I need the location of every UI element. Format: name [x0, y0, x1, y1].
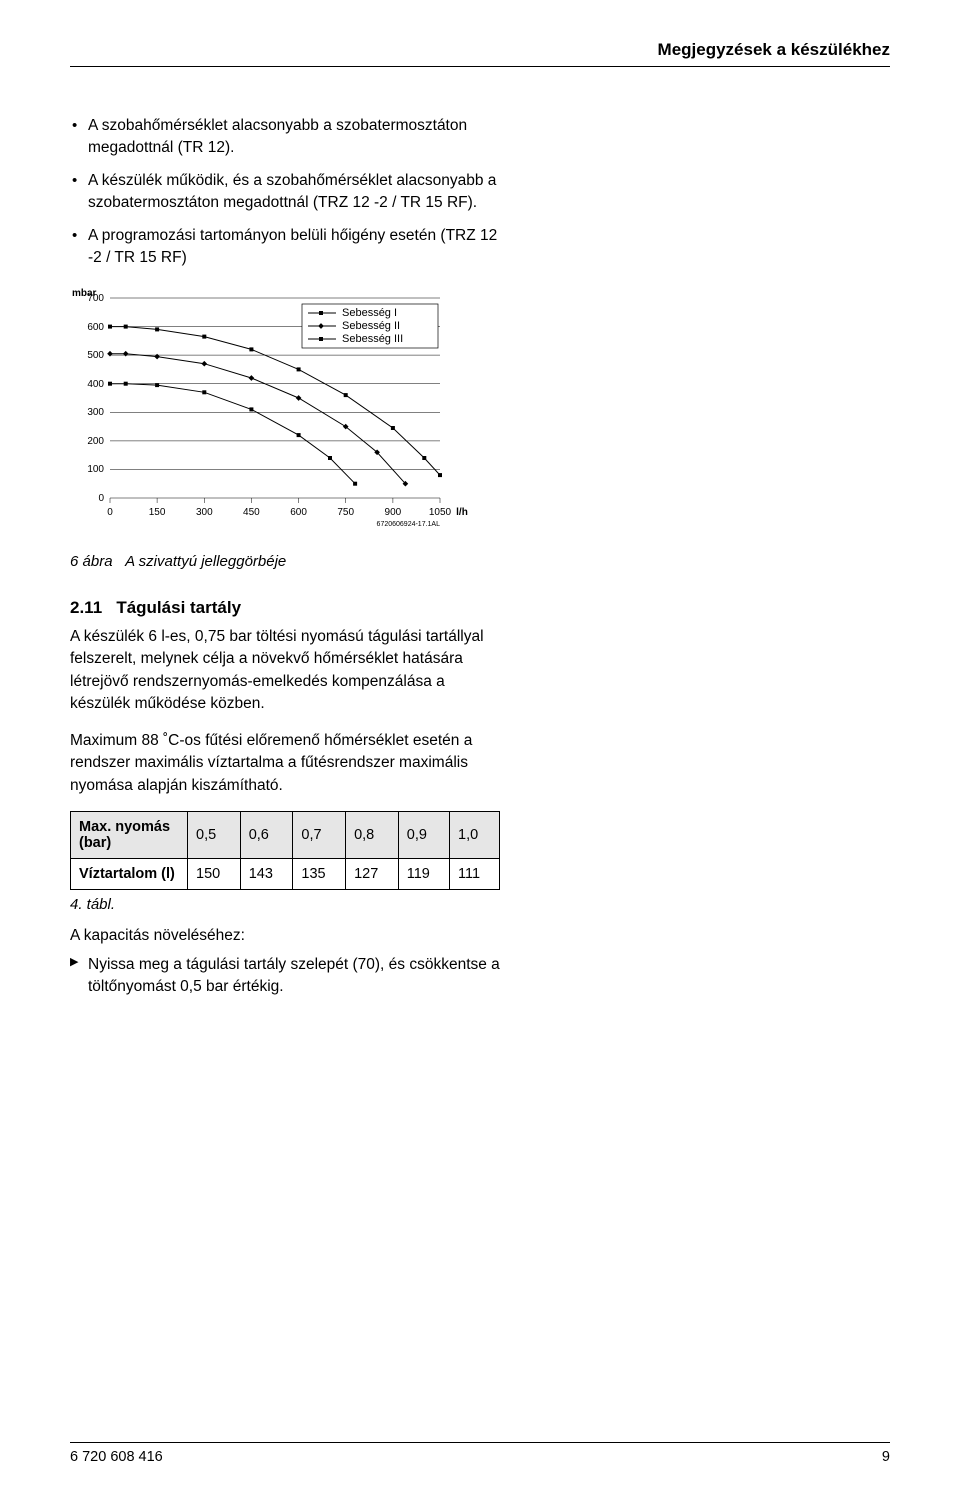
- table-cell: 143: [240, 859, 293, 890]
- series-1-markers: [108, 382, 357, 486]
- table-cell: 0,6: [240, 812, 293, 859]
- bullet-item: A programozási tartományon belüli hőigén…: [70, 225, 500, 270]
- y-tick: 300: [87, 407, 104, 418]
- x-tick: 900: [385, 507, 402, 518]
- table-cell: 0,5: [188, 812, 241, 859]
- x-tick: 0: [107, 507, 113, 518]
- chart-reference-code: 6720606924-17.1AL: [377, 521, 441, 528]
- pump-curve-chart: mbar 0 100 200 300 400 500 600 700: [70, 288, 500, 543]
- table-rowhead: Víztartalom (l): [71, 859, 188, 890]
- footer-doc-number: 6 720 608 416: [70, 1449, 163, 1465]
- table-cell: 0,7: [293, 812, 346, 859]
- legend-label-2: Sebesség II: [342, 320, 400, 332]
- footer-page-number: 9: [882, 1449, 890, 1465]
- table-rowhead: Max. nyomás (bar): [71, 812, 188, 859]
- section-heading: 2.11 Tágulási tartály: [70, 598, 500, 618]
- figure-text: A szivattyú jelleggörbéje: [125, 553, 286, 570]
- page: Megjegyzések a készülékhez A szobahőmérs…: [0, 0, 960, 1505]
- x-tick: 300: [196, 507, 213, 518]
- figure-number: 6 ábra: [70, 553, 113, 570]
- action-item: Nyissa meg a tágulási tartály szelepét (…: [70, 954, 500, 999]
- bullet-list: A szobahőmérséklet alacsonyabb a szobate…: [70, 115, 500, 270]
- paragraph: Maximum 88 ˚C-os fűtési előremenő hőmérs…: [70, 730, 500, 797]
- section-title: Tágulási tartály: [116, 598, 241, 617]
- figure-caption: 6 ábra A szivattyú jelleggörbéje: [70, 553, 500, 570]
- page-header-title: Megjegyzések a készülékhez: [70, 40, 890, 67]
- x-axis-unit: l/h: [456, 507, 468, 518]
- table-cell: 1,0: [450, 812, 500, 859]
- y-tick: 400: [87, 379, 104, 390]
- x-tick: 450: [243, 507, 260, 518]
- x-tick: 600: [290, 507, 307, 518]
- bullet-item: A szobahőmérséklet alacsonyabb a szobate…: [70, 115, 500, 160]
- table-row: Max. nyomás (bar) 0,5 0,6 0,7 0,8 0,9 1,…: [71, 812, 500, 859]
- table-cell: 119: [398, 859, 449, 890]
- y-tick: 500: [87, 350, 104, 361]
- table-cell: 0,9: [398, 812, 449, 859]
- action-list: Nyissa meg a tágulási tartály szelepét (…: [70, 954, 500, 999]
- series-2-line: [110, 354, 405, 484]
- section-number: 2.11: [70, 598, 102, 617]
- chart-svg: mbar 0 100 200 300 400 500 600 700: [70, 288, 500, 538]
- paragraph: A kapacitás növeléséhez:: [70, 925, 500, 947]
- page-footer: 6 720 608 416 9: [70, 1442, 890, 1465]
- y-tick: 100: [87, 464, 104, 475]
- table-cell: 111: [450, 859, 500, 890]
- main-column: A szobahőmérséklet alacsonyabb a szobate…: [70, 115, 500, 999]
- table-cell: 127: [346, 859, 399, 890]
- x-tick: 150: [149, 507, 166, 518]
- y-tick: 0: [98, 493, 104, 504]
- table-cell: 0,8: [346, 812, 399, 859]
- table-row: Víztartalom (l) 150 143 135 127 119 111: [71, 859, 500, 890]
- legend-label-1: Sebesség I: [342, 307, 397, 319]
- series-2-markers: [107, 351, 408, 487]
- paragraph: A készülék 6 l-es, 0,75 bar töltési nyom…: [70, 626, 500, 716]
- y-tick: 200: [87, 436, 104, 447]
- pressure-table: Max. nyomás (bar) 0,5 0,6 0,7 0,8 0,9 1,…: [70, 811, 500, 890]
- bullet-item: A készülék működik, és a szobahőmérsékle…: [70, 170, 500, 215]
- y-tick: 700: [87, 293, 104, 304]
- table-cell: 150: [188, 859, 241, 890]
- y-tick: 600: [87, 322, 104, 333]
- table-caption: 4. tábl.: [70, 896, 500, 913]
- legend-label-3: Sebesség III: [342, 333, 403, 345]
- x-tick: 1050: [429, 507, 452, 518]
- series-3-line: [110, 326, 440, 475]
- table-cell: 135: [293, 859, 346, 890]
- x-tick: 750: [337, 507, 354, 518]
- series-1-line: [110, 384, 355, 484]
